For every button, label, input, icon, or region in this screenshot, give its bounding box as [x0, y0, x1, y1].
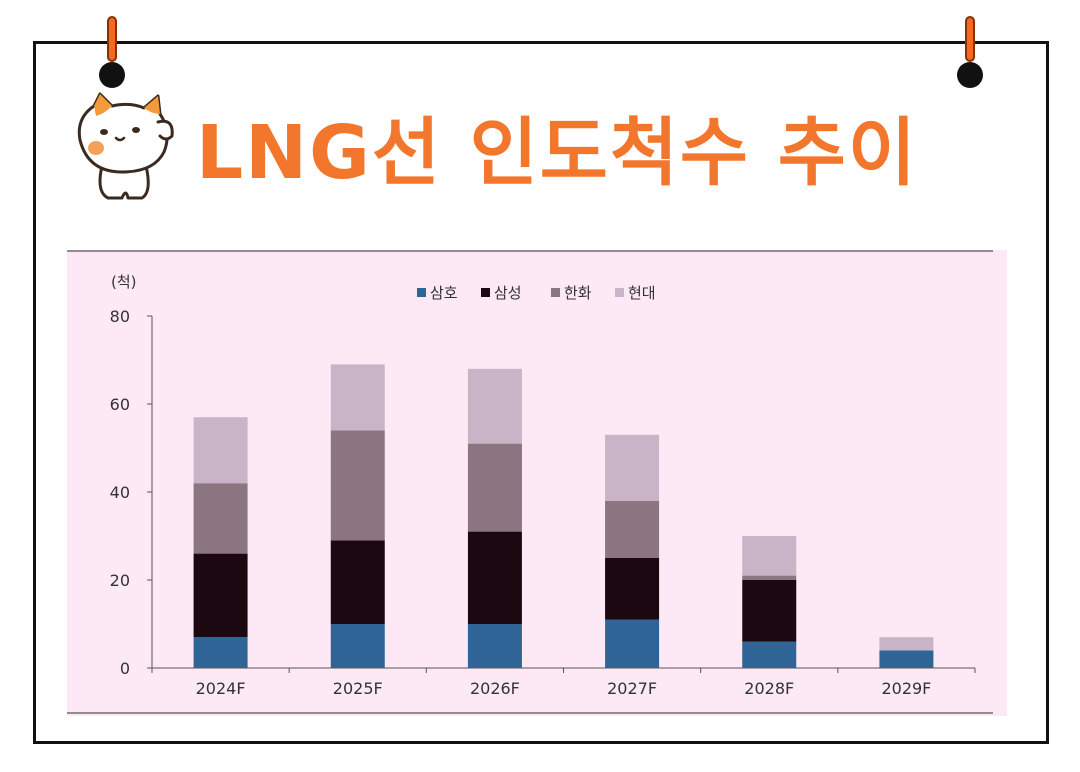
bar-segment-삼호-2027F [605, 619, 660, 668]
legend-label-현대: 현대 [628, 284, 656, 302]
x-tick-label: 2029F [881, 679, 931, 698]
legend-label-한화: 한화 [564, 284, 592, 302]
y-tick-label: 80 [110, 307, 130, 326]
x-tick-label: 2026F [470, 679, 520, 698]
page-title: LNG선 인도척수 추이 [196, 110, 918, 196]
bar-segment-한화-2025F [330, 430, 385, 541]
bars [193, 364, 934, 668]
legend-swatch-현대 [615, 288, 624, 297]
bar-segment-삼호-2026F [467, 624, 522, 668]
bar-segment-한화-2026F [467, 443, 522, 532]
legend: 삼호 삼성 한화 현대 [417, 284, 656, 302]
bar-segment-삼호-2025F [330, 624, 385, 668]
bar-segment-삼호-2024F [193, 637, 248, 668]
bar-segment-삼호-2029F [879, 650, 934, 668]
bar-segment-한화-2027F [605, 500, 660, 558]
bar-segment-삼성-2026F [467, 531, 522, 624]
legend-swatch-삼성 [481, 288, 490, 297]
bar-segment-한화-2024F [193, 483, 248, 554]
pin-left [98, 16, 126, 88]
x-tick-label: 2028F [744, 679, 794, 698]
x-tick-label: 2024F [196, 679, 246, 698]
y-tick-label: 60 [110, 395, 130, 414]
bar-chart: (척) 삼호 삼성 한화 현대 0 20 40 60 80 2024F 2025F 2026F 202… [67, 250, 1007, 716]
x-tick-label: 2027F [607, 679, 657, 698]
pin-right [956, 16, 984, 88]
chart-svg: (척) 삼호 삼성 한화 현대 0 20 40 60 80 2024F 2025F 2026F 202… [67, 250, 1007, 716]
bar-segment-현대-2024F [193, 417, 248, 484]
bar-segment-현대-2026F [467, 368, 522, 444]
bar-segment-현대-2028F [742, 536, 797, 576]
bar-segment-삼성-2028F [742, 580, 797, 642]
bar-segment-삼성-2027F [605, 558, 660, 620]
bar-segment-현대-2025F [330, 364, 385, 431]
y-tick-label: 0 [120, 659, 130, 678]
bar-segment-삼성-2024F [193, 553, 248, 638]
y-tick-label: 20 [110, 571, 130, 590]
cat-mascot-icon [77, 92, 174, 200]
x-tick-label: 2025F [333, 679, 383, 698]
bar-segment-현대-2029F [879, 637, 934, 651]
legend-swatch-한화 [551, 288, 560, 297]
axes: 0 20 40 60 80 2024F 2025F 2026F 2027F 2028F 2029F [110, 307, 976, 698]
legend-label-삼성: 삼성 [494, 284, 522, 302]
legend-label-삼호: 삼호 [430, 284, 458, 302]
bar-segment-한화-2028F [742, 575, 797, 580]
legend-swatch-삼호 [417, 288, 426, 297]
bar-segment-삼성-2025F [330, 540, 385, 624]
bar-segment-삼호-2028F [742, 641, 797, 668]
y-axis-unit: (척) [111, 273, 137, 291]
bar-segment-현대-2027F [605, 434, 660, 501]
y-tick-label: 40 [110, 483, 130, 502]
